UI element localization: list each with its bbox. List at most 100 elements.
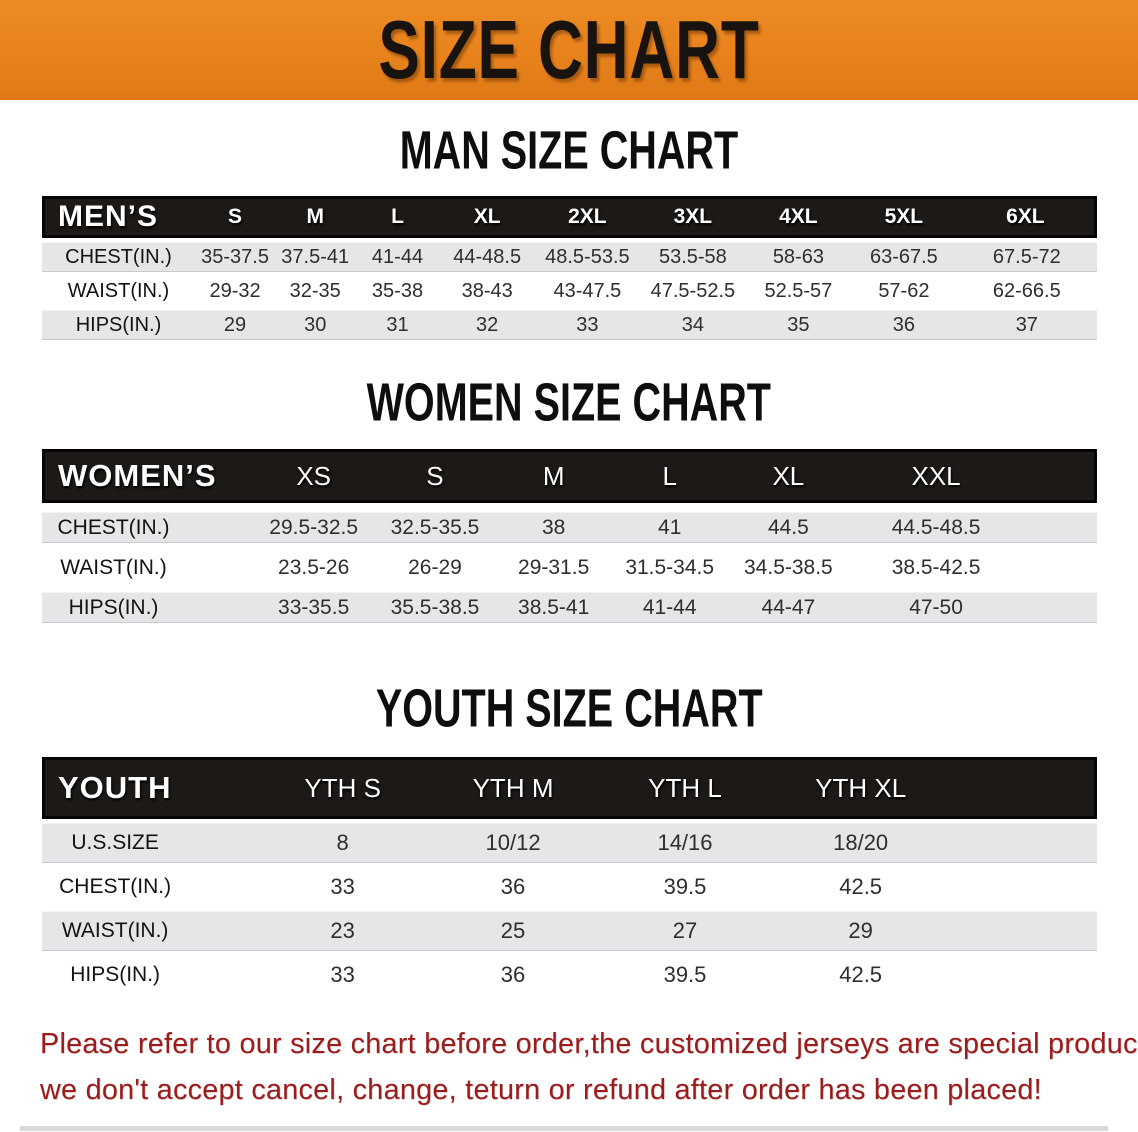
youth-ussize-row: U.S.SIZE 8 10/12 14/16 18/20: [42, 823, 1097, 863]
women-size-header: M: [495, 449, 612, 503]
bottom-divider: [20, 1126, 1108, 1131]
spacer-cell: [950, 911, 1097, 951]
size-value-cell: 57-62: [851, 276, 957, 306]
row-label-cell: WAIST(IN.): [42, 911, 259, 951]
youth-hips-row: HIPS(IN.) 33 36 39.5 42.5: [42, 955, 1097, 995]
size-value-cell: 67.5-72: [956, 242, 1097, 272]
size-value-cell: 34.5-38.5: [727, 552, 850, 583]
men-chest-row: CHEST(IN.) 35-37.5 37.5-41 41-44 44-48.5…: [42, 242, 1097, 272]
row-label-cell: WAIST(IN.): [42, 276, 195, 306]
size-value-cell: 29-32: [194, 276, 276, 306]
men-size-header: XL: [439, 196, 535, 238]
men-hips-row: HIPS(IN.) 29 30 31 32 33 34 35 36 37: [42, 310, 1097, 340]
size-value-cell: 10/12: [427, 823, 600, 863]
size-value-cell: 29: [194, 310, 276, 340]
youth-chest-row: CHEST(IN.) 33 36 39.5 42.5: [42, 867, 1097, 907]
youth-table-title: YOUTH: [42, 757, 259, 819]
size-value-cell: 37: [956, 310, 1097, 340]
youth-size-table: YOUTH YTH S YTH M YTH L YTH XL U.S.SIZE …: [42, 753, 1097, 999]
spacer-cell: [950, 757, 1097, 819]
size-value-cell: 35-37.5: [194, 242, 276, 272]
women-heading-text: WOMEN SIZE CHART: [366, 372, 772, 433]
size-value-cell: 38: [495, 512, 612, 543]
size-value-cell: 39.5: [599, 955, 771, 995]
men-header-row: MEN’S S M L XL 2XL 3XL 4XL 5XL 6XL: [42, 196, 1097, 238]
size-value-cell: 32: [439, 310, 535, 340]
size-value-cell: 32-35: [275, 276, 356, 306]
size-value-cell: 33: [258, 867, 428, 907]
size-value-cell: 41-44: [611, 592, 728, 623]
size-value-cell: 36: [427, 867, 600, 907]
size-value-cell: 44-48.5: [439, 242, 535, 272]
size-value-cell: 47-50: [849, 592, 1024, 623]
youth-header-row: YOUTH YTH S YTH M YTH L YTH XL: [42, 757, 1097, 819]
size-value-cell: 53.5-58: [640, 242, 746, 272]
size-value-cell: 41: [611, 512, 728, 543]
banner-title: SIZE CHART: [378, 2, 760, 96]
size-value-cell: 23.5-26: [253, 552, 375, 583]
size-value-cell: 44.5: [727, 512, 850, 543]
men-size-table: MEN’S S M L XL 2XL 3XL 4XL 5XL 6XL CHEST…: [42, 192, 1097, 344]
size-value-cell: 63-67.5: [851, 242, 957, 272]
size-value-cell: 29.5-32.5: [253, 512, 375, 543]
row-label-cell: CHEST(IN.): [42, 512, 253, 543]
size-value-cell: 38.5-42.5: [849, 552, 1024, 583]
men-size-header: 6XL: [956, 196, 1097, 238]
man-section-heading: MAN SIZE CHART: [0, 120, 1138, 180]
size-value-cell: 38.5-41: [495, 592, 612, 623]
size-value-cell: 33: [534, 310, 641, 340]
size-value-cell: 35.5-38.5: [374, 592, 496, 623]
men-size-header: L: [355, 196, 440, 238]
men-size-header: M: [275, 196, 356, 238]
size-value-cell: 33-35.5: [253, 592, 375, 623]
size-value-cell: 42.5: [770, 955, 951, 995]
men-size-header: 2XL: [534, 196, 641, 238]
size-value-cell: 8: [258, 823, 428, 863]
women-table-title: WOMEN’S: [42, 449, 253, 503]
man-heading-text: MAN SIZE CHART: [399, 120, 739, 181]
disclaimer-note: Please refer to our size chart before or…: [40, 1021, 1138, 1113]
spacer-cell: [950, 867, 1097, 907]
size-value-cell: 35-38: [355, 276, 440, 306]
men-size-header: S: [194, 196, 276, 238]
spacer-cell: [1023, 449, 1097, 503]
size-value-cell: 34: [640, 310, 746, 340]
youth-size-header: YTH L: [599, 757, 771, 819]
women-header-row: WOMEN’S XS S M L XL XXL: [42, 449, 1097, 503]
size-value-cell: 43-47.5: [534, 276, 641, 306]
men-table-title: MEN’S: [42, 196, 195, 238]
row-label-cell: CHEST(IN.): [42, 242, 195, 272]
row-label-cell: HIPS(IN.): [42, 310, 195, 340]
youth-size-header: YTH XL: [770, 757, 951, 819]
size-value-cell: 58-63: [745, 242, 852, 272]
women-size-header: L: [611, 449, 728, 503]
spacer-cell: [950, 823, 1097, 863]
size-value-cell: 23: [258, 911, 428, 951]
size-value-cell: 31.5-34.5: [611, 552, 728, 583]
size-value-cell: 31: [355, 310, 440, 340]
size-value-cell: 37.5-41: [275, 242, 356, 272]
size-value-cell: 48.5-53.5: [534, 242, 641, 272]
size-value-cell: 44.5-48.5: [849, 512, 1024, 543]
size-value-cell: 42.5: [770, 867, 951, 907]
youth-waist-row: WAIST(IN.) 23 25 27 29: [42, 911, 1097, 951]
size-value-cell: 35: [745, 310, 852, 340]
youth-heading-text: YOUTH SIZE CHART: [375, 678, 763, 739]
size-value-cell: 29: [770, 911, 951, 951]
size-value-cell: 41-44: [355, 242, 440, 272]
men-size-header: 5XL: [851, 196, 957, 238]
size-value-cell: 32.5-35.5: [374, 512, 496, 543]
size-value-cell: 62-66.5: [956, 276, 1097, 306]
spacer-cell: [1023, 552, 1097, 583]
youth-section-heading: YOUTH SIZE CHART: [0, 678, 1138, 738]
size-value-cell: 44-47: [727, 592, 850, 623]
size-value-cell: 33: [258, 955, 428, 995]
women-section-heading: WOMEN SIZE CHART: [0, 372, 1138, 432]
women-size-header: XS: [253, 449, 375, 503]
size-value-cell: 36: [851, 310, 957, 340]
size-value-cell: 18/20: [770, 823, 951, 863]
size-value-cell: 25: [427, 911, 600, 951]
spacer-cell: [950, 955, 1097, 995]
row-label-cell: CHEST(IN.): [42, 867, 259, 907]
size-chart-banner: SIZE CHART: [0, 0, 1138, 100]
